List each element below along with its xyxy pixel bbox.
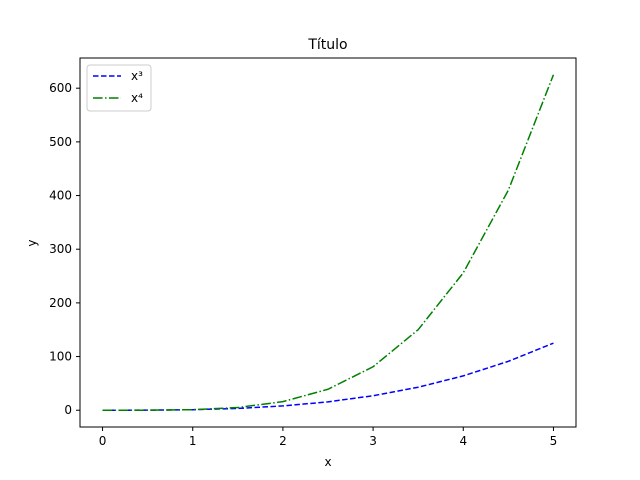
- y-tick-label: 300: [49, 242, 72, 256]
- x-tick-label: 3: [369, 434, 377, 448]
- axis-ticks: 0 1 2 3 4 5 0 100 200 300 400 500 600: [49, 81, 557, 448]
- y-axis-label: y: [25, 239, 39, 246]
- x-tick-label: 4: [459, 434, 467, 448]
- y-tick-label: 500: [49, 135, 72, 149]
- series-line-x4: [102, 74, 555, 411]
- y-tick-label: 200: [49, 296, 72, 310]
- y-tick-label: 100: [49, 350, 72, 364]
- y-tick-label: 400: [49, 189, 72, 203]
- legend-label-x4: x⁴: [131, 91, 143, 105]
- series-lines: [102, 74, 555, 411]
- series-line-x3: [102, 342, 554, 411]
- x-axis-label: x: [324, 455, 331, 469]
- plot-area: [79, 57, 577, 428]
- legend: x³ x⁴: [86, 64, 152, 112]
- x-tick-label: 2: [279, 434, 287, 448]
- x-tick-label: 0: [99, 434, 107, 448]
- y-tick-label: 0: [64, 403, 72, 417]
- legend-label-x3: x³: [131, 69, 143, 83]
- chart-title: Título: [307, 37, 347, 53]
- x-tick-label: 5: [550, 434, 558, 448]
- x-tick-label: 1: [189, 434, 197, 448]
- y-tick-label: 600: [49, 81, 72, 95]
